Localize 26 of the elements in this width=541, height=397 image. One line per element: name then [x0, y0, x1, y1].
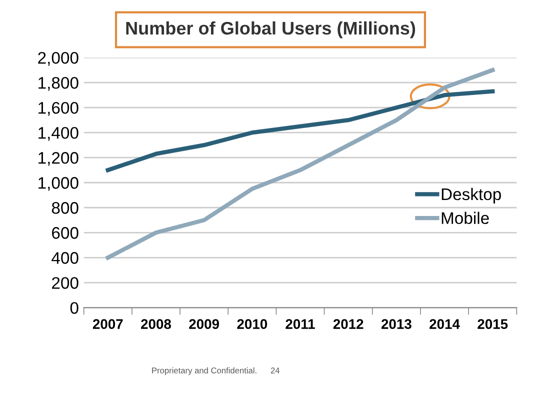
line-series [106, 89, 495, 172]
y-tick-label: 800 [52, 202, 78, 214]
y-tick-label: 1,200 [38, 152, 78, 166]
text: 24 [270, 368, 280, 374]
text: Proprietary and Confidential. [152, 367, 256, 376]
y-tick-label: 0 [70, 302, 78, 314]
y-tick-label: 600 [52, 227, 78, 239]
y-tick-label: 1,000 [38, 177, 78, 191]
chart-title: Number of Global Users (Millions) [126, 21, 416, 38]
x-tick-label: 2010 [237, 319, 268, 329]
x-tick-label: 2014 [430, 319, 460, 329]
legend-label: Mobile [442, 212, 489, 224]
x-tick-label: 2011 [286, 319, 315, 329]
x-tick-label: 2008 [141, 319, 172, 329]
x-tick-label: 2013 [381, 319, 412, 330]
x-tick-label: 2015 [478, 319, 508, 329]
x-tick-label: 2007 [92, 319, 123, 329]
y-tick-label: 2,000 [38, 52, 78, 66]
y-tick-label: 1,400 [38, 127, 78, 141]
x-tick-label: 2009 [189, 319, 220, 329]
y-tick-label: 1,800 [38, 76, 78, 91]
y-tick-label: 200 [52, 277, 78, 289]
legend-label: Desktop [442, 188, 501, 204]
y-tick-label: 1,600 [38, 102, 78, 116]
x-tick-label: 2012 [333, 319, 364, 329]
y-tick-label: 400 [52, 252, 78, 264]
